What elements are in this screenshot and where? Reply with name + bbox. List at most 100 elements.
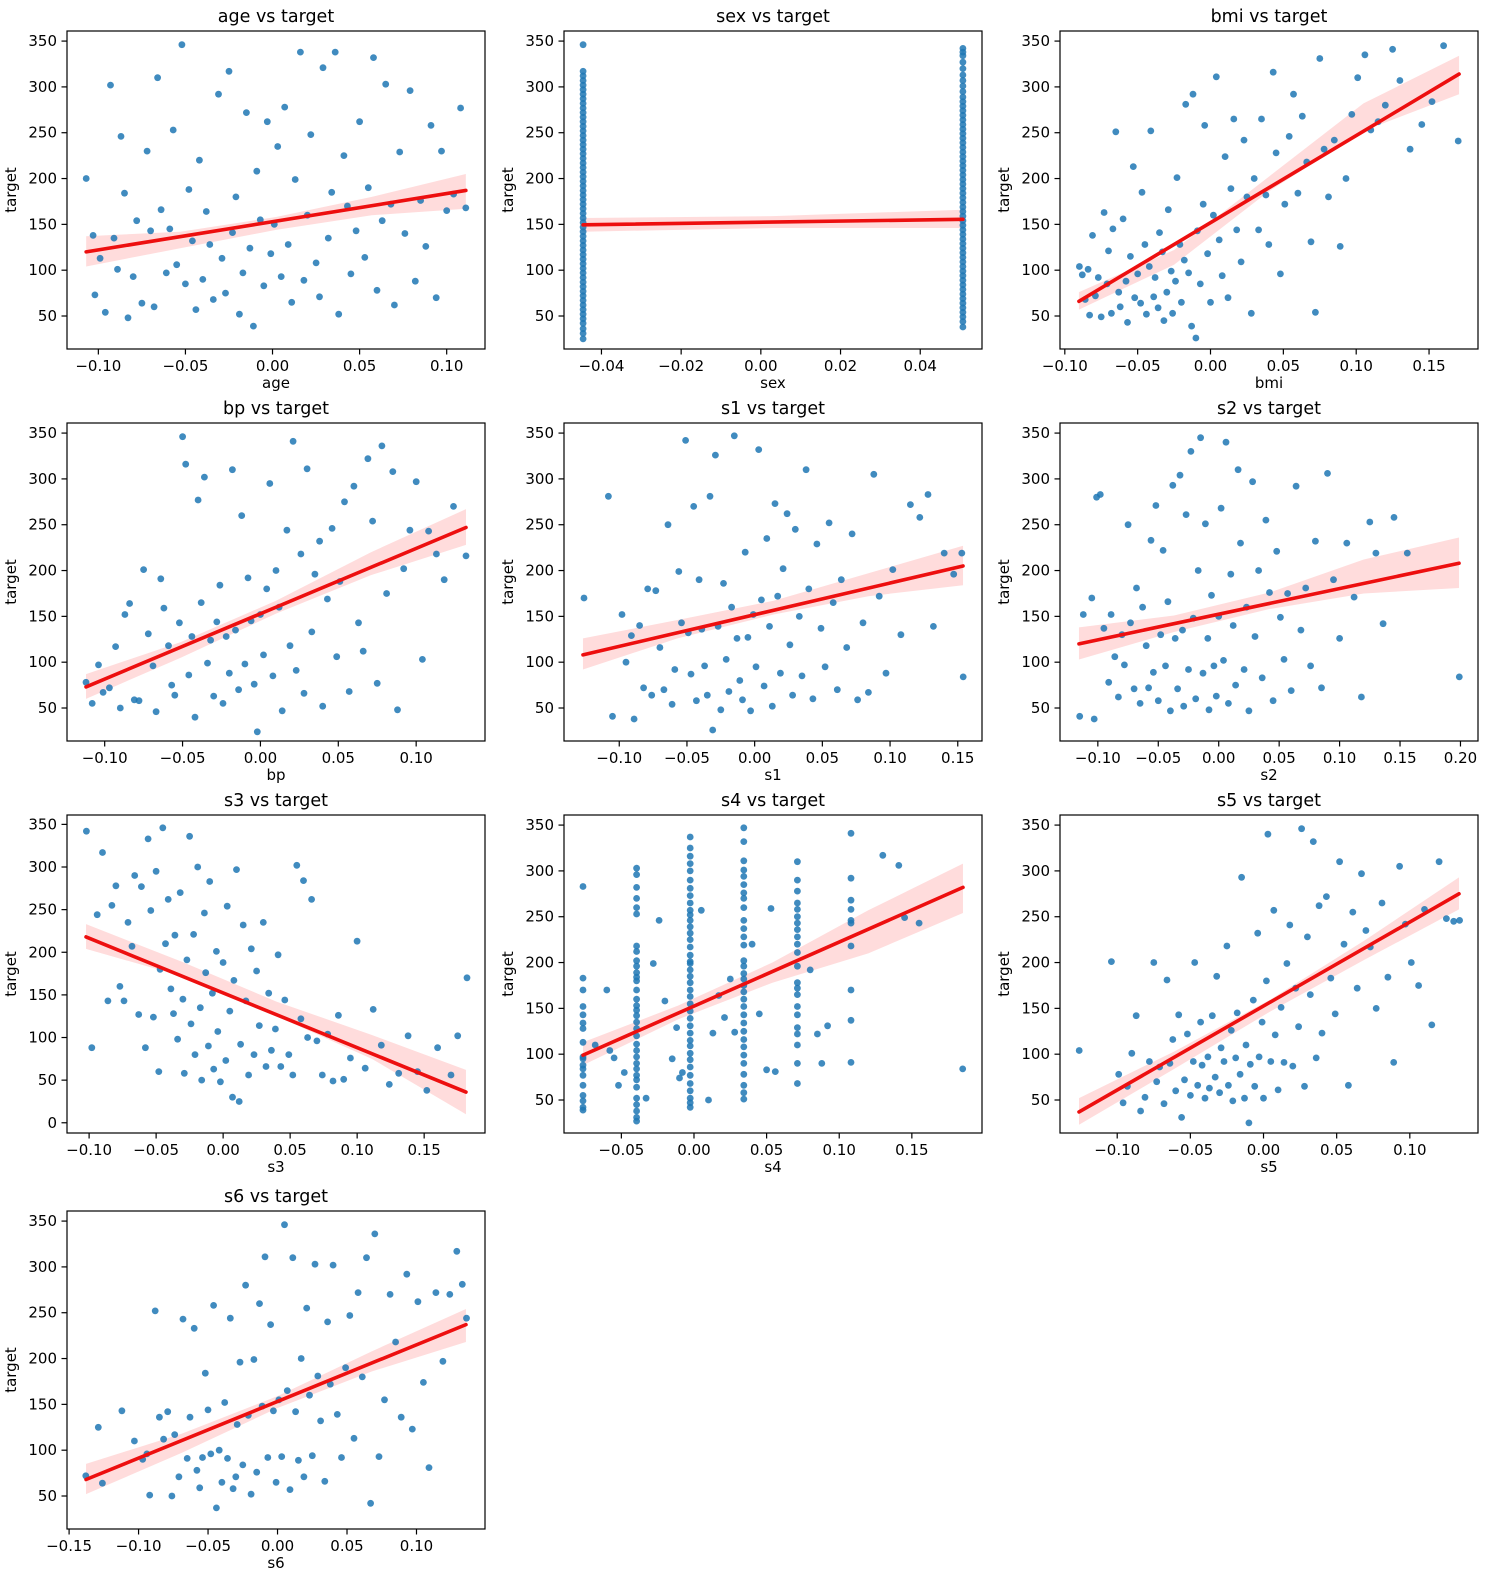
scatter-point: [118, 1407, 126, 1415]
scatter-point: [199, 1454, 206, 1461]
scatter-point: [1119, 1099, 1127, 1107]
x-axis-label: sex: [760, 374, 786, 392]
scatter-point: [950, 570, 958, 578]
x-tick-label: −0.10: [82, 749, 128, 767]
scatter-point: [1264, 830, 1272, 838]
plot-area: [82, 1221, 470, 1512]
scatter-point: [263, 585, 271, 593]
scatter-point: [1142, 642, 1150, 650]
scatter-point: [171, 691, 179, 699]
scatter-point: [1100, 624, 1108, 632]
scatter-point: [633, 1060, 640, 1067]
scatter-point: [633, 1065, 640, 1073]
scatter-point: [837, 576, 845, 584]
scatter-point: [579, 1097, 587, 1105]
scatter-point: [843, 644, 851, 651]
scatter-point: [615, 1081, 622, 1089]
scatter-point: [609, 712, 616, 720]
scatter-point: [1086, 311, 1093, 319]
scatter-point: [239, 1461, 247, 1469]
scatter-point: [316, 537, 323, 545]
scatter-point: [1157, 631, 1165, 639]
scatter-point: [329, 1077, 337, 1085]
scatter-point: [121, 189, 128, 197]
scatter-point: [241, 660, 249, 668]
scatter-point: [1212, 73, 1220, 81]
scatter-point: [277, 273, 285, 280]
scatter-point: [189, 237, 196, 245]
scatter-point: [259, 919, 267, 926]
scatter-point: [959, 82, 967, 90]
scatter-point: [1390, 1059, 1398, 1066]
x-tick-label: 0.15: [895, 1141, 928, 1159]
scatter-point: [151, 1307, 159, 1315]
scatter-point: [794, 926, 801, 933]
scatter-point: [1251, 1082, 1259, 1090]
scatter-point: [135, 1011, 143, 1018]
scatter-point: [1302, 584, 1310, 592]
scatter-point: [895, 862, 903, 869]
scatter-point: [763, 1066, 770, 1074]
scatter-point: [1225, 1081, 1232, 1089]
scatter-point: [794, 991, 801, 998]
scatter-point: [747, 707, 754, 715]
x-tick-label: −0.05: [160, 749, 206, 767]
scatter-point: [350, 482, 358, 490]
scatter-point: [1384, 973, 1392, 981]
chart-svg: −0.04 −0.02 0.00 0.02 0.04 50 100 150 200 250 300 3…: [499, 7, 983, 392]
plot-area: [82, 41, 470, 330]
scatter-point: [1137, 1107, 1144, 1115]
scatter-point: [1242, 1041, 1250, 1049]
y-tick-label: 300: [28, 470, 57, 488]
scatter-point: [319, 702, 327, 710]
scatter-point: [1167, 707, 1174, 715]
scatter-point: [210, 692, 218, 700]
scatter-point: [740, 866, 748, 874]
chart-svg: −0.05 0.00 0.05 0.10 0.15 50 100 150 200 250 300 35…: [499, 791, 983, 1176]
scatter-point: [1164, 206, 1172, 214]
scatter-point: [642, 1094, 650, 1102]
scatter-point: [1241, 1094, 1248, 1102]
scatter-point: [1246, 1060, 1254, 1068]
scatter-point: [686, 960, 694, 967]
scatter-point: [620, 1069, 628, 1076]
scatter-point: [1115, 693, 1122, 701]
scatter-point: [245, 1071, 253, 1079]
x-tick-label: 0.00: [256, 357, 289, 375]
scatter-point: [1141, 1093, 1149, 1101]
scatter-point: [1202, 520, 1209, 528]
scatter-point: [150, 1013, 157, 1021]
scatter-point: [728, 603, 735, 611]
axes-frame: [563, 30, 983, 350]
scatter-point: [381, 1396, 388, 1404]
scatter-point: [690, 503, 698, 510]
scatter-point: [579, 1081, 587, 1089]
x-tick-label: −0.10: [596, 749, 642, 767]
scatter-point: [1185, 666, 1192, 673]
scatter-point: [1174, 685, 1181, 693]
scatter-point: [131, 1437, 138, 1445]
scatter-point: [352, 227, 360, 235]
y-tick-label: 200: [1021, 170, 1050, 188]
scatter-point: [1179, 626, 1186, 634]
plot-area: [82, 433, 470, 736]
scatter-point: [686, 917, 694, 924]
scatter-point: [361, 254, 369, 261]
scatter-point: [463, 1314, 470, 1322]
scatter-point: [686, 1087, 694, 1095]
scatter-point: [682, 437, 689, 444]
axes-frame: [1059, 814, 1479, 1134]
scatter-point: [1138, 188, 1146, 196]
scatter-point: [1312, 308, 1319, 316]
axes-frame: [563, 814, 983, 1134]
scatter-point: [333, 1411, 341, 1418]
scatter-point: [1169, 1036, 1177, 1043]
scatter-point: [171, 1431, 179, 1438]
scatter-point: [686, 966, 694, 974]
scatter-point: [1234, 466, 1242, 474]
scatter-point: [99, 689, 107, 696]
scatter-point: [794, 962, 801, 970]
scatter-point: [403, 1270, 411, 1278]
y-tick-label: 350: [28, 1212, 57, 1230]
y-tick-label: 350: [1021, 816, 1050, 834]
